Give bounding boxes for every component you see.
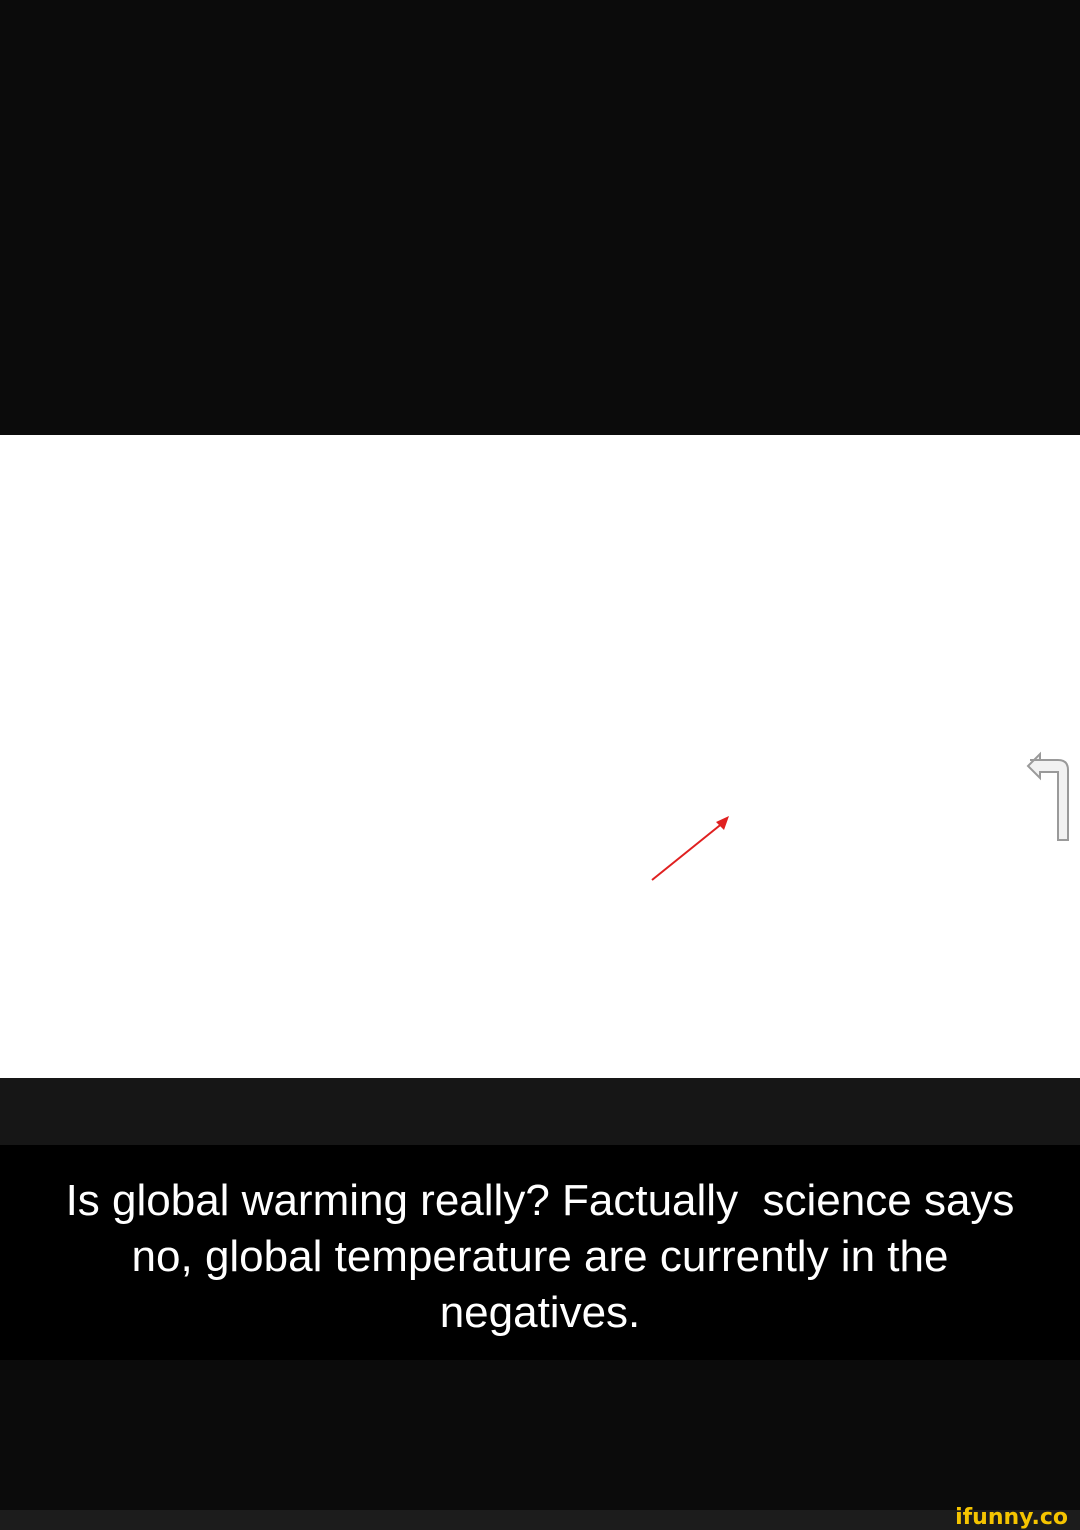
spacer-band <box>0 1078 1080 1145</box>
caption: Is global warming really? Factually scie… <box>0 1145 1080 1360</box>
annotation-arrow <box>651 821 725 881</box>
annotation-arrow-head <box>716 816 729 830</box>
watermark: ifunny.co <box>955 1505 1068 1530</box>
note-box <box>884 862 1034 954</box>
return-icon <box>1026 751 1069 841</box>
footer-bar <box>0 1510 1080 1530</box>
chart <box>0 0 1080 1078</box>
top-background <box>0 0 1080 435</box>
title-box <box>132 470 468 628</box>
